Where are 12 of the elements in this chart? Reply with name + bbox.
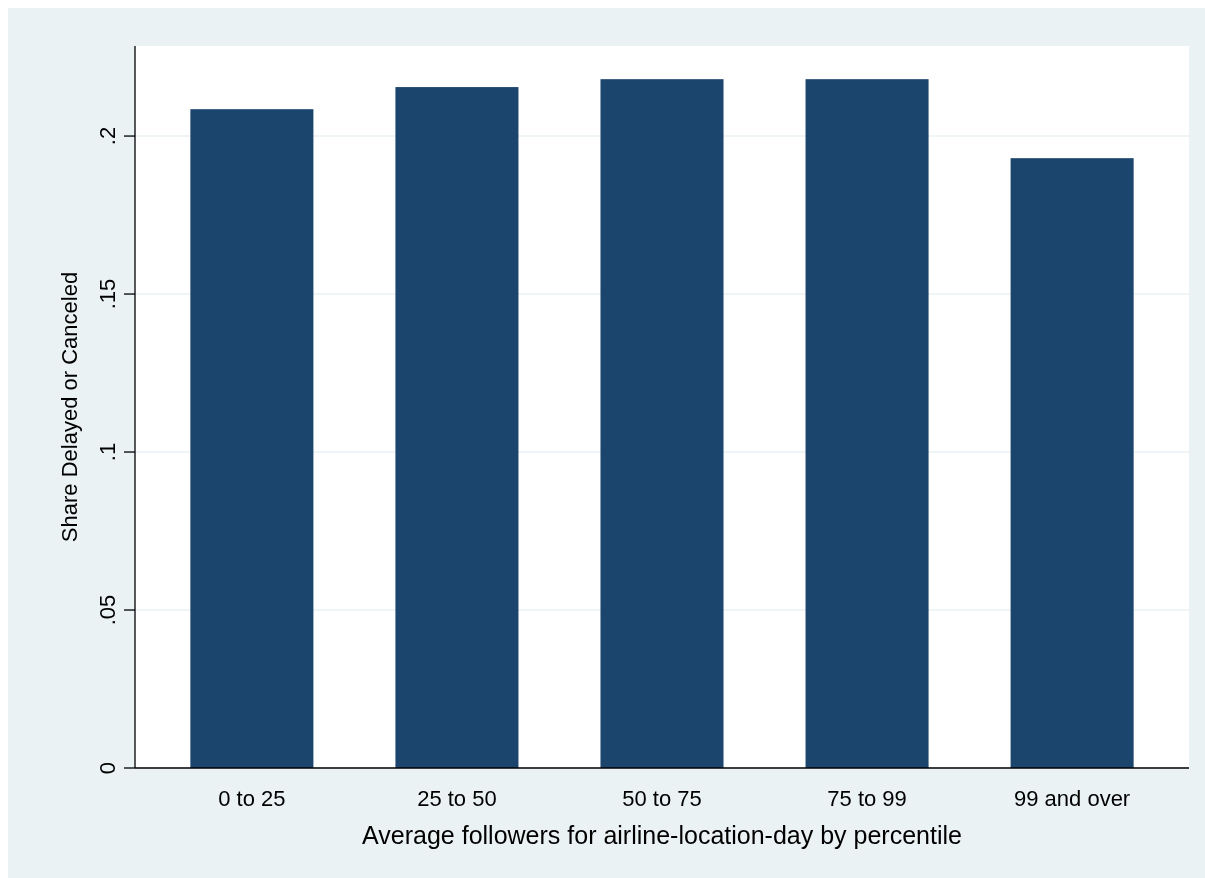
y-tick-label: .15 xyxy=(95,278,120,310)
y-axis-title: Share Delayed or Canceled xyxy=(57,271,82,543)
x-tick-label: 25 to 50 xyxy=(417,786,497,811)
x-tick-label: 75 to 99 xyxy=(827,786,907,811)
x-tick-label: 50 to 75 xyxy=(622,786,702,811)
y-tick-label: .05 xyxy=(95,594,120,626)
y-tick-label: 0 xyxy=(95,761,120,775)
x-axis-title: Average followers for airline-location-day by percentile xyxy=(362,821,962,849)
x-tick-label: 99 and over xyxy=(1014,786,1131,811)
y-tick-label: .2 xyxy=(95,126,120,146)
y-tick-label: .1 xyxy=(95,442,120,462)
x-tick-label: 0 to 25 xyxy=(218,786,286,811)
